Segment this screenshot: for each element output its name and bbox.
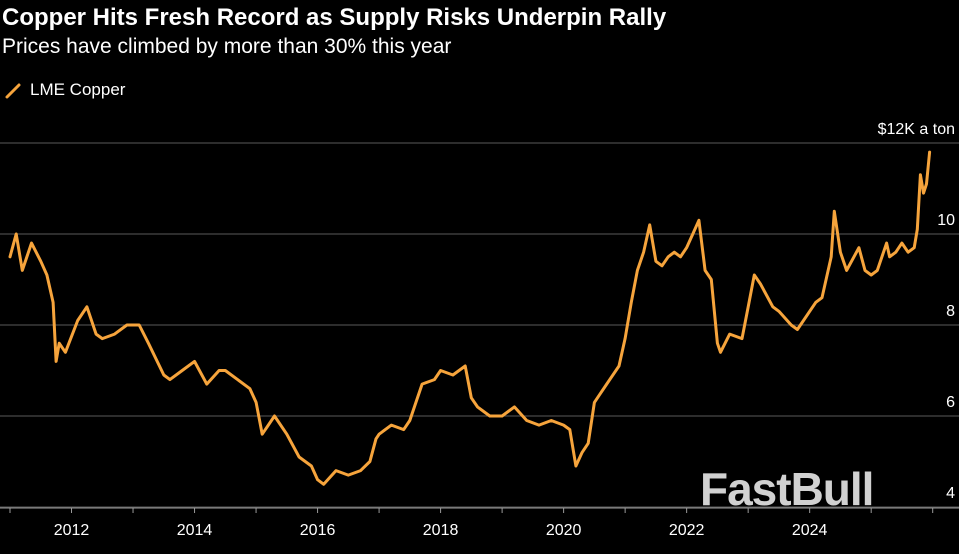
y-tick-label: 6 [946,394,955,411]
x-tick-label: 2024 [792,522,828,539]
y-tick-label: $12K a ton [878,121,955,138]
x-axis: 2012 2014 2016 2018 2020 2022 2024 [0,507,959,539]
x-tick-label: 2020 [546,522,582,539]
x-tick-label: 2022 [669,522,705,539]
grid-layer [0,142,959,508]
y-axis-labels: 4 6 8 10 $12K a ton [878,121,956,502]
y-tick-label: 10 [937,212,955,229]
y-tick-label: 4 [946,485,955,502]
legend-line-icon [5,83,21,99]
y-tick-label: 8 [946,303,955,320]
chart-title: Copper Hits Fresh Record as Supply Risks… [2,4,667,31]
x-tick-label: 2014 [177,522,213,539]
x-tick-label: 2016 [300,522,336,539]
legend-label: LME Copper [30,80,126,99]
chart-subtitle: Prices have climbed by more than 30% thi… [2,35,452,58]
watermark: FastBull [700,463,874,515]
x-tick-label: 2012 [54,522,90,539]
x-tick-label: 2018 [423,522,459,539]
series-layer [8,150,932,486]
series-line-lme-copper [8,150,932,486]
legend: LME Copper [4,80,125,100]
